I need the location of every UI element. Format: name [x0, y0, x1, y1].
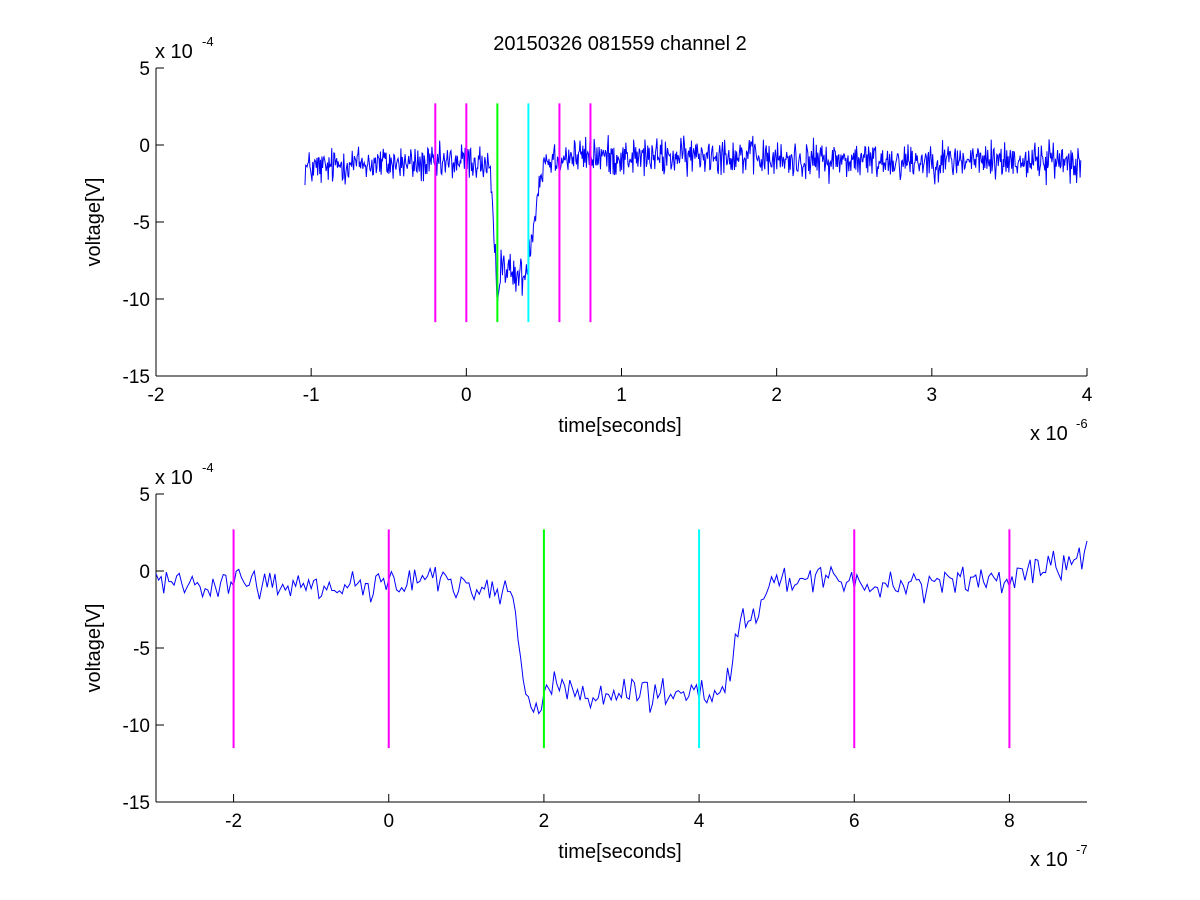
x-tick-label: 3 [927, 385, 938, 406]
y-tick-label: -5 [133, 639, 150, 660]
chart-2-x-exponent-power: -7 [1076, 842, 1088, 857]
chart-2-x-axis-label: time[seconds] [558, 841, 681, 863]
chart-1-x-exponent-base: x 10 [1030, 423, 1068, 445]
chart-1-y-exponent: x 10 -4 [155, 34, 214, 63]
chart-2-x-exponent-base: x 10 [1030, 849, 1068, 871]
x-tick-label: 4 [694, 811, 705, 832]
signal-line [304, 135, 1082, 304]
x-tick-label: 2 [539, 811, 550, 832]
x-tick-label: 6 [849, 811, 860, 832]
y-tick-label: -15 [123, 793, 150, 814]
chart-1-plot-area: -2 -1 0 1 2 3 4-15-10-505 [123, 59, 1093, 406]
chart-2-y-axis-label: voltage[V] [83, 604, 105, 693]
chart-2-x-exponent: x 10 -7 [1030, 842, 1088, 871]
chart-1-y-exponent-base: x 10 [155, 41, 193, 63]
x-tick-label: 4 [1082, 385, 1093, 406]
x-tick-label: -2 [148, 385, 165, 406]
chart-2-y-exponent: x 10 -4 [155, 460, 214, 489]
y-tick-label: 0 [139, 136, 150, 157]
chart-2-plot-area: -2 0 2 4 6 8 -15 -10 -5 0 5 [123, 485, 1088, 832]
y-tick-label: 0 [139, 562, 150, 583]
chart-2-y-exponent-base: x 10 [155, 467, 193, 489]
y-tick-label: -10 [123, 290, 150, 311]
chart-1: 20150326 081559 channel 2 x 10 -4 -2 -1 0 1… [83, 33, 1093, 445]
y-tick-label: -15 [123, 367, 150, 388]
y-tick-label: 5 [139, 59, 150, 80]
y-tick-label: -5 [133, 213, 150, 234]
x-tick-label: 0 [383, 811, 394, 832]
chart-2: x 10 -4 -2 0 2 4 6 8-15-10-505 time[seconds] … [83, 460, 1088, 871]
chart-1-y-axis-label: voltage[V] [83, 178, 105, 267]
chart-1-x-exponent-power: -6 [1076, 416, 1088, 431]
signal-line [155, 540, 1088, 715]
chart-1-x-axis-label: time[seconds] [558, 415, 681, 437]
y-tick-label: -10 [123, 716, 150, 737]
chart-1-y-exponent-power: -4 [202, 34, 214, 49]
x-tick-label: 1 [616, 385, 627, 406]
x-tick-label: 2 [771, 385, 782, 406]
chart-1-title: 20150326 081559 channel 2 [493, 33, 747, 55]
x-tick-label: 0 [461, 385, 472, 406]
x-tick-label: 8 [1004, 811, 1015, 832]
x-tick-label: -1 [303, 385, 320, 406]
y-tick-label: 5 [139, 485, 150, 506]
chart-2-y-exponent-power: -4 [202, 460, 214, 475]
x-tick-label: -2 [225, 811, 242, 832]
chart-1-x-exponent: x 10 -6 [1030, 416, 1088, 445]
